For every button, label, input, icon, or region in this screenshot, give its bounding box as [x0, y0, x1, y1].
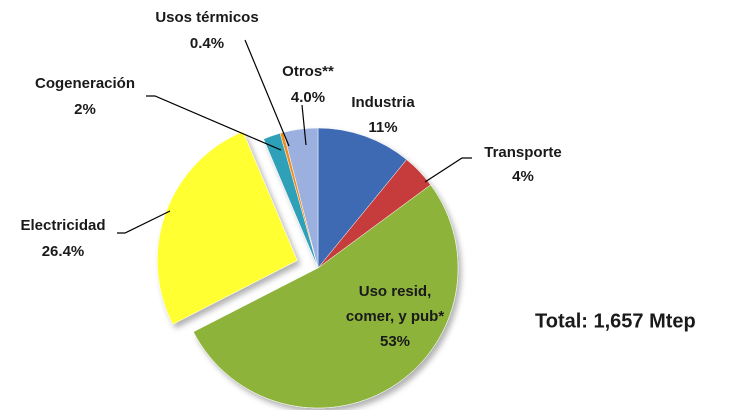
- slice-value-label: 11%: [368, 119, 397, 136]
- slice-label: Usos térmicos: [155, 9, 258, 26]
- pie-slice: [317, 127, 407, 269]
- slice-label: Uso resid, comer, y pub*: [346, 283, 445, 325]
- slice-label: Industria: [351, 94, 415, 111]
- slice-value-label: 4.0%: [291, 89, 325, 106]
- total-annotation: Total: 1,657 Mtep: [535, 310, 696, 332]
- leader-line: [244, 39, 290, 147]
- slice-value-label: 53%: [380, 333, 410, 350]
- slice-label: Otros**: [282, 63, 334, 80]
- pie-slice: [193, 184, 459, 409]
- leader-line: [424, 157, 472, 183]
- slice-label: Transporte: [484, 144, 562, 161]
- slice-value-label: 26.4%: [42, 243, 85, 260]
- slice-label: Cogeneración: [35, 75, 135, 92]
- pie: [157, 127, 459, 409]
- slice-value-label: 0.4%: [190, 35, 224, 52]
- leader-line: [146, 95, 282, 151]
- slice-label: Electricidad: [20, 217, 105, 234]
- slice-value-label: 4%: [512, 168, 534, 185]
- leader-line: [117, 210, 171, 234]
- slice-value-label: 2%: [74, 101, 96, 118]
- labels: Industria 11% Transporte 4% Uso resid, comer,…: [20, 9, 561, 350]
- leader-line: [301, 104, 307, 146]
